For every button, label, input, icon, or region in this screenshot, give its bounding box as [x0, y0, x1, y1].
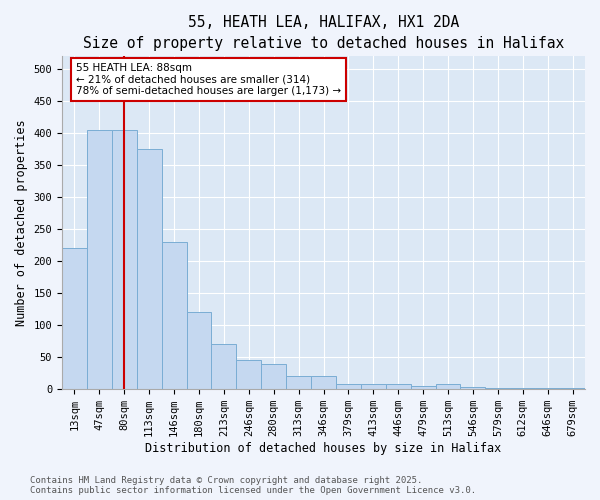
Text: 55 HEATH LEA: 88sqm
← 21% of detached houses are smaller (314)
78% of semi-detac: 55 HEATH LEA: 88sqm ← 21% of detached ho…	[76, 62, 341, 96]
Bar	[87, 130, 112, 389]
Bar	[560, 388, 585, 389]
Bar	[261, 364, 286, 389]
Bar	[535, 388, 560, 389]
Title: 55, HEATH LEA, HALIFAX, HX1 2DA
Size of property relative to detached houses in : 55, HEATH LEA, HALIFAX, HX1 2DA Size of …	[83, 15, 564, 51]
Bar	[286, 376, 311, 389]
Bar	[187, 312, 211, 389]
Bar	[386, 384, 410, 389]
X-axis label: Distribution of detached houses by size in Halifax: Distribution of detached houses by size …	[145, 442, 502, 455]
Bar	[410, 386, 436, 389]
Bar	[161, 242, 187, 389]
Y-axis label: Number of detached properties: Number of detached properties	[15, 120, 28, 326]
Bar	[112, 130, 137, 389]
Text: Contains HM Land Registry data © Crown copyright and database right 2025.
Contai: Contains HM Land Registry data © Crown c…	[30, 476, 476, 495]
Bar	[361, 384, 386, 389]
Bar	[460, 388, 485, 389]
Bar	[137, 149, 161, 389]
Bar	[336, 384, 361, 389]
Bar	[510, 388, 535, 389]
Bar	[211, 344, 236, 389]
Bar	[62, 248, 87, 389]
Bar	[485, 388, 510, 389]
Bar	[311, 376, 336, 389]
Bar	[236, 360, 261, 389]
Bar	[436, 384, 460, 389]
